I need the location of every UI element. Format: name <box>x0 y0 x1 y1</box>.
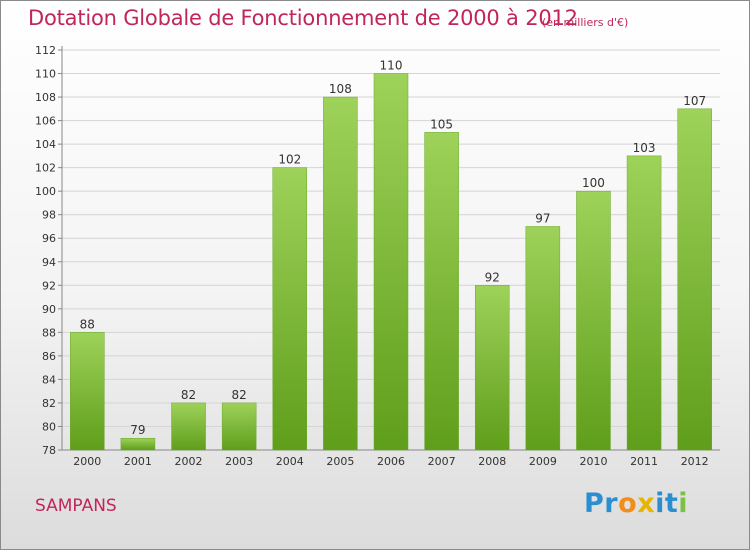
x-tick-label: 2005 <box>326 455 354 468</box>
x-tick-label: 2010 <box>579 455 607 468</box>
data-label: 107 <box>683 94 706 108</box>
bar-2007 <box>424 132 459 451</box>
data-label: 102 <box>278 153 301 167</box>
data-label: 105 <box>430 117 453 131</box>
bar-2005 <box>323 96 358 451</box>
y-tick-label: 80 <box>42 420 56 433</box>
y-tick-label: 90 <box>42 303 56 316</box>
y-tick-label: 106 <box>35 115 56 128</box>
unit-label: (en milliers d'€) <box>542 16 629 29</box>
data-label: 103 <box>633 141 656 155</box>
bar-2001 <box>120 437 156 451</box>
y-tick-label: 108 <box>35 91 56 104</box>
data-label: 108 <box>329 82 352 96</box>
chart-title: Dotation Globale de Fonctionnement de 20… <box>28 6 578 30</box>
x-tick-label: 2011 <box>630 455 658 468</box>
y-tick-label: 82 <box>42 397 56 410</box>
data-label: 100 <box>582 176 605 190</box>
data-label: 110 <box>380 59 403 73</box>
data-label: 88 <box>80 317 95 331</box>
data-label: 79 <box>130 423 145 437</box>
y-tick-label: 88 <box>42 326 56 339</box>
data-label: 82 <box>232 388 247 402</box>
y-tick-label: 98 <box>42 209 56 222</box>
logo-letter: P <box>584 488 605 519</box>
y-tick-label: 112 <box>35 44 56 57</box>
y-tick-label: 110 <box>35 68 56 81</box>
x-tick-label: 2004 <box>276 455 304 468</box>
bar-2003 <box>221 402 257 451</box>
logo-letter: r <box>604 488 619 519</box>
x-tick-label: 2008 <box>478 455 506 468</box>
data-label: 82 <box>181 388 196 402</box>
x-tick-label: 2002 <box>175 455 203 468</box>
y-tick-label: 84 <box>42 373 56 386</box>
data-label: 92 <box>485 270 500 284</box>
bar-2011 <box>626 155 662 451</box>
bar-2008 <box>474 285 510 451</box>
y-tick-label: 96 <box>42 232 56 245</box>
y-tick-label: 100 <box>35 185 56 198</box>
logo-letter: o <box>618 488 638 519</box>
labels: 78 80 82 84 86 88 90 92 94 96 98 100 102 104 106 108 110… <box>35 44 709 468</box>
bar-2010 <box>576 190 611 451</box>
y-tick-label: 102 <box>35 162 56 175</box>
bar-2012 <box>677 108 712 451</box>
x-tick-label: 2006 <box>377 455 405 468</box>
proxiti-logo: Proxiti <box>584 488 688 519</box>
bar-2009 <box>525 226 561 451</box>
data-label: 97 <box>535 211 550 225</box>
commune-name: SAMPANS <box>35 496 117 516</box>
y-tick-label: 78 <box>42 444 56 457</box>
x-tick-label: 2012 <box>681 455 709 468</box>
bar-2004 <box>272 167 308 451</box>
x-tick-label: 2003 <box>225 455 253 468</box>
bar-2000 <box>70 332 105 451</box>
y-tick-label: 92 <box>42 279 56 292</box>
y-tick-label: 94 <box>42 256 56 269</box>
x-tick-label: 2009 <box>529 455 557 468</box>
bar-2006 <box>373 73 409 451</box>
bars <box>70 73 712 451</box>
x-tick-label: 2001 <box>124 455 152 468</box>
x-tick-label: 2000 <box>73 455 101 468</box>
logo-letter: i <box>655 488 665 519</box>
logo-letter: i <box>678 488 689 519</box>
logo-letter: x <box>637 488 656 519</box>
logo-letter: t <box>664 488 679 519</box>
y-tick-label: 86 <box>42 350 56 363</box>
bar-2002 <box>171 402 206 451</box>
y-tick-label: 104 <box>35 138 56 151</box>
x-tick-label: 2007 <box>428 455 456 468</box>
